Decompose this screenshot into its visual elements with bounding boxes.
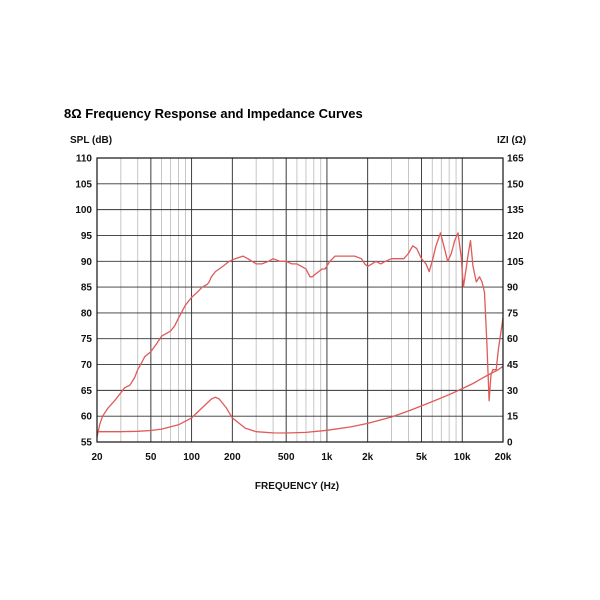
x-tick-label: 50 [145, 452, 157, 463]
x-tick-label: 500 [278, 452, 295, 463]
chart-title: 8Ω Frequency Response and Impedance Curv… [64, 106, 363, 121]
right-tick-label: 30 [507, 386, 519, 397]
right-tick-label: 165 [507, 154, 524, 165]
right-tick-label: 120 [507, 231, 524, 242]
x-tick-label: 5k [416, 452, 428, 463]
left-tick-label: 70 [81, 360, 93, 371]
right-axis-label: IZI (Ω) [497, 135, 526, 146]
left-tick-label: 60 [81, 412, 93, 423]
left-tick-label: 65 [81, 386, 93, 397]
impedance-curve [97, 365, 504, 434]
right-tick-label: 150 [507, 179, 524, 190]
right-tick-label: 60 [507, 334, 519, 345]
x-tick-label: 200 [224, 452, 241, 463]
right-tick-label: 15 [507, 412, 519, 423]
plot-frame [96, 157, 504, 443]
x-axis-label: FREQUENCY (Hz) [255, 481, 339, 492]
right-tick-label: 105 [507, 257, 524, 268]
x-tick-labels: 20 50 100 200 500 1k 2k 5k 10k 20k [91, 452, 511, 463]
left-tick-label: 100 [75, 205, 92, 216]
left-tick-label: 90 [81, 257, 93, 268]
x-tick-label: 1k [321, 452, 333, 463]
right-tick-label: 135 [507, 205, 524, 216]
x-tick-label: 20 [91, 452, 103, 463]
right-tick-labels: 0 15 30 45 60 75 90 105 120 135 150 165 [507, 154, 524, 449]
x-tick-label: 10k [454, 452, 471, 463]
grid [96, 157, 504, 443]
left-tick-label: 80 [81, 308, 93, 319]
right-tick-label: 45 [507, 360, 519, 371]
right-tick-label: 90 [507, 283, 519, 294]
x-tick-label: 20k [495, 452, 512, 463]
left-tick-labels: 55 60 65 70 75 80 85 90 95 100 105 110 [75, 154, 92, 449]
right-tick-label: 0 [507, 438, 513, 449]
left-tick-label: 95 [81, 231, 93, 242]
left-tick-label: 75 [81, 334, 93, 345]
left-tick-label: 110 [76, 154, 93, 165]
left-tick-label: 105 [75, 179, 92, 190]
spl-curve [96, 232, 504, 437]
x-tick-label: 2k [362, 452, 374, 463]
right-tick-label: 75 [507, 308, 519, 319]
series-group [96, 232, 504, 437]
x-tick-label: 100 [183, 452, 200, 463]
left-tick-label: 55 [81, 438, 93, 449]
left-axis-label: SPL (dB) [70, 135, 112, 146]
left-tick-label: 85 [81, 283, 93, 294]
